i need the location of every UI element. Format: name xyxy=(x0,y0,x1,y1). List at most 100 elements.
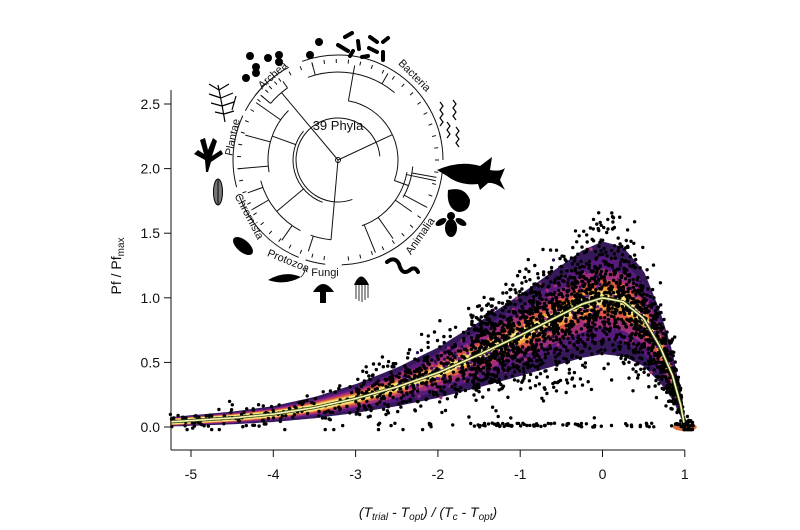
data-point xyxy=(536,364,540,369)
data-point xyxy=(646,366,650,371)
data-point xyxy=(541,361,545,365)
data-point xyxy=(478,369,483,373)
data-point xyxy=(542,301,547,306)
data-point xyxy=(443,350,447,355)
data-point xyxy=(467,415,471,419)
data-point xyxy=(576,298,581,302)
data-point xyxy=(266,416,271,421)
data-point xyxy=(642,292,646,296)
density-cell xyxy=(433,359,437,364)
data-point xyxy=(426,334,430,338)
data-point xyxy=(599,424,603,428)
data-point xyxy=(546,285,550,289)
data-point xyxy=(446,349,450,354)
data-point xyxy=(480,379,484,383)
data-point xyxy=(280,414,284,418)
data-point xyxy=(435,385,440,389)
data-point xyxy=(502,323,506,327)
data-point xyxy=(602,283,606,287)
data-point xyxy=(538,305,542,310)
data-point xyxy=(472,383,477,387)
data-point xyxy=(476,329,480,333)
data-point xyxy=(406,374,411,379)
data-point xyxy=(592,425,596,429)
density-cell xyxy=(670,362,674,366)
tree-branch xyxy=(244,120,249,123)
tree-branch xyxy=(299,249,303,254)
data-point xyxy=(486,322,490,326)
data-point xyxy=(656,360,660,364)
data-point xyxy=(565,348,570,353)
data-point xyxy=(500,386,505,390)
data-point xyxy=(506,395,510,399)
data-point xyxy=(572,290,576,294)
data-point xyxy=(588,325,592,329)
data-point xyxy=(624,238,628,243)
data-point xyxy=(489,326,493,331)
data-point xyxy=(445,397,450,401)
tree-arc xyxy=(361,172,408,227)
data-point xyxy=(603,326,607,330)
data-point xyxy=(486,366,490,370)
data-point xyxy=(634,347,638,351)
data-point xyxy=(491,297,495,301)
data-point xyxy=(535,359,539,363)
data-point xyxy=(361,369,365,373)
density-cell xyxy=(497,355,501,359)
data-point xyxy=(583,282,587,286)
data-point xyxy=(415,389,420,393)
data-point xyxy=(573,259,577,263)
tree-branch xyxy=(299,66,303,71)
data-point xyxy=(583,343,587,347)
data-point xyxy=(522,314,526,319)
data-point xyxy=(574,285,578,289)
data-point xyxy=(517,321,521,325)
data-point xyxy=(638,305,642,310)
tree-branch xyxy=(272,135,296,146)
tree-branch xyxy=(394,180,409,187)
data-point xyxy=(366,415,370,419)
fly-icon xyxy=(435,212,467,237)
data-point xyxy=(305,398,309,403)
tree-branch xyxy=(409,224,414,228)
data-point xyxy=(568,305,572,309)
data-point xyxy=(612,324,617,329)
data-point xyxy=(622,335,627,339)
data-point xyxy=(535,300,539,304)
diatom-icon xyxy=(213,178,223,206)
tree-branch xyxy=(276,188,304,212)
data-point xyxy=(573,256,577,260)
data-point xyxy=(413,357,417,361)
data-point xyxy=(636,342,641,346)
data-point xyxy=(676,408,680,412)
tree-branch xyxy=(238,165,269,170)
data-point xyxy=(432,330,437,334)
data-point xyxy=(531,290,535,294)
tree-branch xyxy=(428,123,433,126)
density-cell xyxy=(595,261,599,265)
data-point xyxy=(642,333,646,337)
data-point xyxy=(551,339,556,343)
data-point xyxy=(371,362,376,366)
data-point xyxy=(514,352,518,356)
data-point xyxy=(609,292,613,296)
data-point xyxy=(405,356,410,360)
data-point xyxy=(441,377,445,381)
data-point xyxy=(611,226,615,231)
data-point xyxy=(684,427,689,432)
data-point xyxy=(626,289,630,294)
data-point xyxy=(473,346,478,351)
data-point xyxy=(506,348,510,352)
data-point xyxy=(631,389,635,393)
data-point xyxy=(634,301,638,305)
tree-branch xyxy=(406,174,436,182)
data-point xyxy=(599,249,603,253)
data-point xyxy=(412,387,416,391)
data-point xyxy=(656,334,660,339)
data-point xyxy=(566,299,570,304)
tree-branch xyxy=(381,73,389,85)
tree-branch xyxy=(264,89,269,93)
data-point xyxy=(630,318,634,322)
data-point xyxy=(391,395,395,400)
data-point xyxy=(657,382,661,386)
